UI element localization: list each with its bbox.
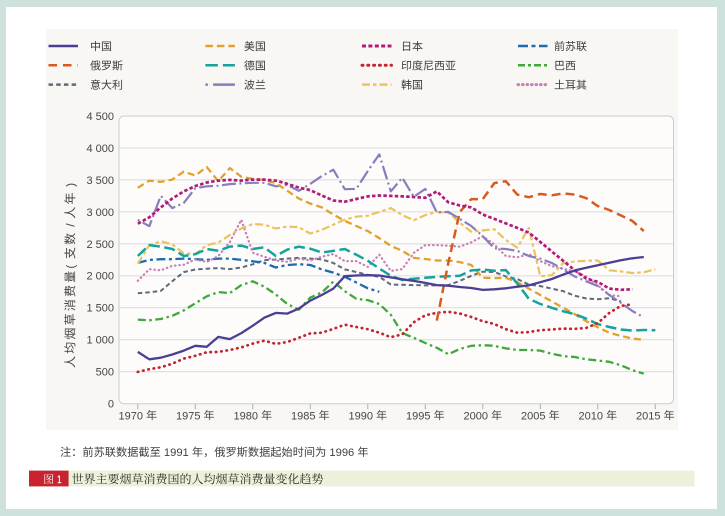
svg-text:1980: 1980 (234, 410, 258, 422)
svg-text:2000: 2000 (464, 410, 488, 422)
svg-text:0: 0 (108, 399, 114, 411)
svg-text:3 500: 3 500 (86, 175, 114, 187)
svg-text:1970: 1970 (119, 410, 143, 422)
svg-text:4 000: 4 000 (86, 143, 114, 155)
svg-text:1990: 1990 (349, 410, 373, 422)
svg-text:2 000: 2 000 (86, 271, 114, 283)
svg-text:3 000: 3 000 (86, 207, 114, 219)
svg-text:1 000: 1 000 (86, 335, 114, 347)
svg-text:1985: 1985 (291, 410, 315, 422)
svg-text:1 500: 1 500 (86, 303, 114, 315)
svg-text:1996: 1996 (329, 447, 354, 459)
svg-text:2015: 2015 (636, 410, 660, 422)
svg-text:1991: 1991 (164, 447, 189, 459)
svg-text:(: ( (63, 265, 77, 269)
svg-text:2 500: 2 500 (86, 239, 114, 251)
svg-text:2005: 2005 (521, 410, 545, 422)
svg-text:): ) (63, 183, 77, 187)
svg-text:/: / (63, 223, 77, 227)
svg-text:2010: 2010 (579, 410, 603, 422)
svg-text:1995: 1995 (406, 410, 430, 422)
svg-text:1975: 1975 (176, 410, 200, 422)
svg-text:4 500: 4 500 (86, 111, 114, 123)
svg-text:500: 500 (96, 367, 114, 379)
